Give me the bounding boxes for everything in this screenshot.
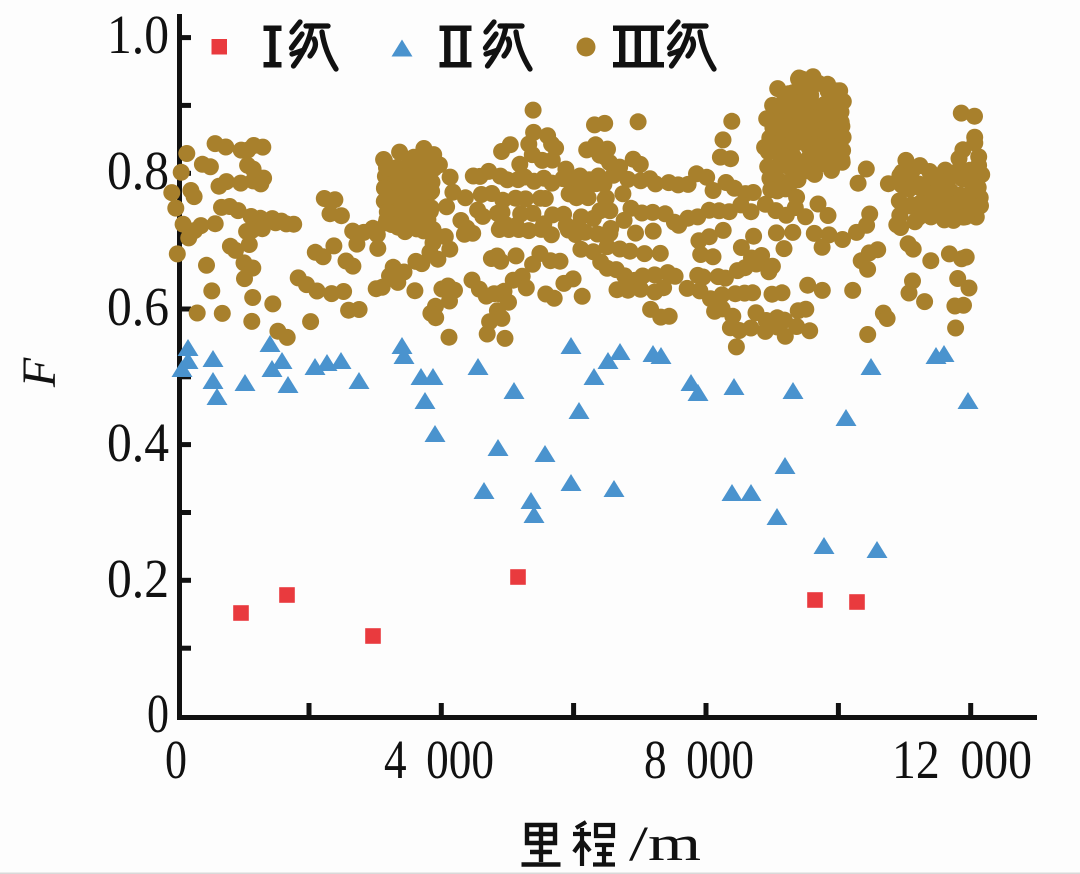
svg-text:/m: /m [629,815,701,871]
svg-text:0: 0 [165,729,187,790]
svg-text:0.2: 0.2 [107,548,169,609]
svg-text:0: 0 [147,683,169,744]
svg-text:0.4: 0.4 [107,412,169,473]
svg-text:4 000: 4 000 [384,729,494,790]
svg-text:0.8: 0.8 [107,140,169,201]
svg-text:8 000: 8 000 [644,729,754,790]
svg-text:12 000: 12 000 [892,729,1032,790]
svg-text:0.6: 0.6 [107,276,169,337]
svg-text:1.0: 1.0 [107,4,169,65]
svg-text:F: F [13,357,66,388]
